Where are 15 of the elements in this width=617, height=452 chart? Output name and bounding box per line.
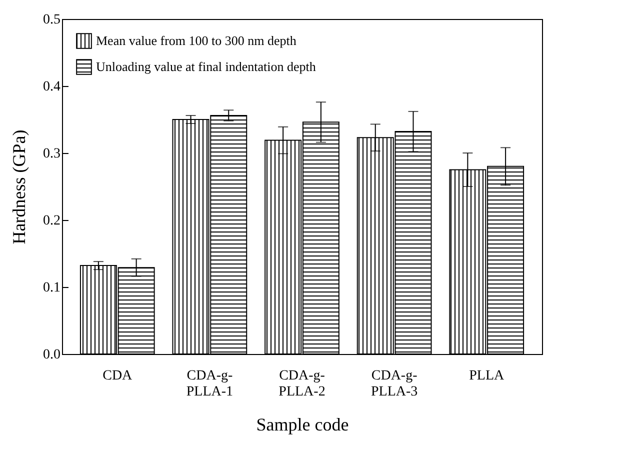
- y-tick-label: 0.4: [43, 80, 60, 94]
- y-axis-title: Hardness (GPa): [9, 130, 29, 244]
- y-tick-label: 0.1: [43, 280, 60, 296]
- x-tick-label: PLLA: [469, 368, 506, 384]
- y-tick-label: 0.2: [43, 214, 60, 228]
- x-axis-title: Sample code: [256, 414, 349, 434]
- x-tick-label: CDA-g-PLLA-2: [278, 368, 326, 400]
- x-tick-label: CDA-g-PLLA-1: [186, 368, 234, 400]
- legend-label: Mean value from 100 to 300 nm depth: [96, 33, 297, 48]
- y-tick-label: 0.5: [43, 12, 60, 28]
- y-tick-label: 0.0: [43, 348, 60, 362]
- x-tick-label: CDA-g-PLLA-3: [370, 368, 418, 400]
- x-tick-label: CDA: [102, 368, 134, 384]
- legend-label: Unloading value at final indentation depth: [96, 59, 316, 74]
- y-tick-label: 0.3: [43, 146, 60, 162]
